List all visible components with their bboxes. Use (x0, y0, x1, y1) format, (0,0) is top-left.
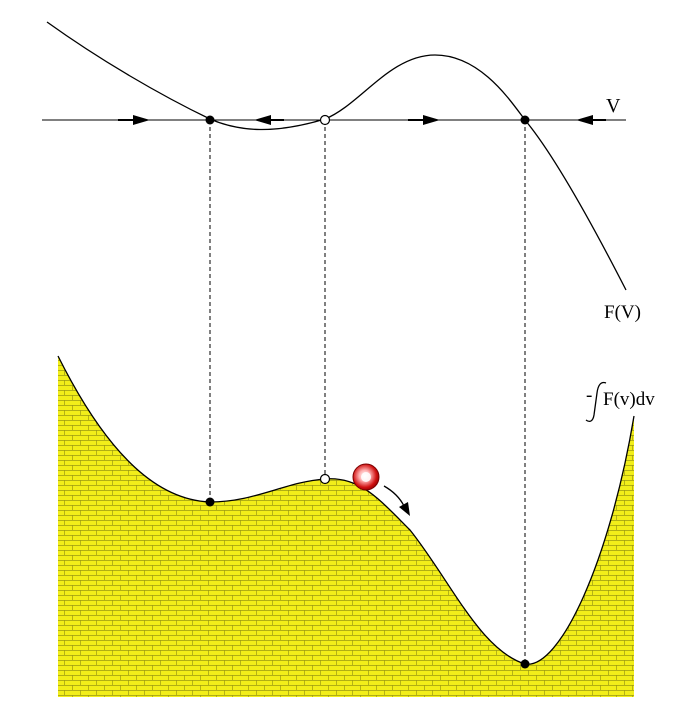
flow-arrow-left-2 (576, 115, 593, 125)
potential-label-integrand: F(v)dv (603, 389, 655, 410)
potential-min-right (520, 659, 530, 669)
stable-point-left (205, 115, 215, 125)
flow-arrow-left-1 (254, 115, 271, 125)
integral-sign (585, 381, 607, 422)
axis-label: V (606, 95, 621, 117)
function-label: F(V) (604, 302, 641, 323)
potential-min-left (205, 497, 215, 507)
stable-point-right (520, 115, 530, 125)
ball-icon (352, 463, 380, 491)
potential-label: - F(v)dv (585, 381, 655, 422)
potential-label-prefix: - (586, 385, 592, 406)
potential-max (319, 473, 331, 485)
arrow-icon (383, 485, 410, 516)
f-curve (46, 21, 627, 291)
unstable-point (319, 114, 331, 126)
potential-fill (58, 356, 634, 697)
flow-arrow-right-1 (133, 115, 150, 125)
potential-curve (57, 355, 635, 665)
flow-arrow-right-2 (423, 115, 440, 125)
